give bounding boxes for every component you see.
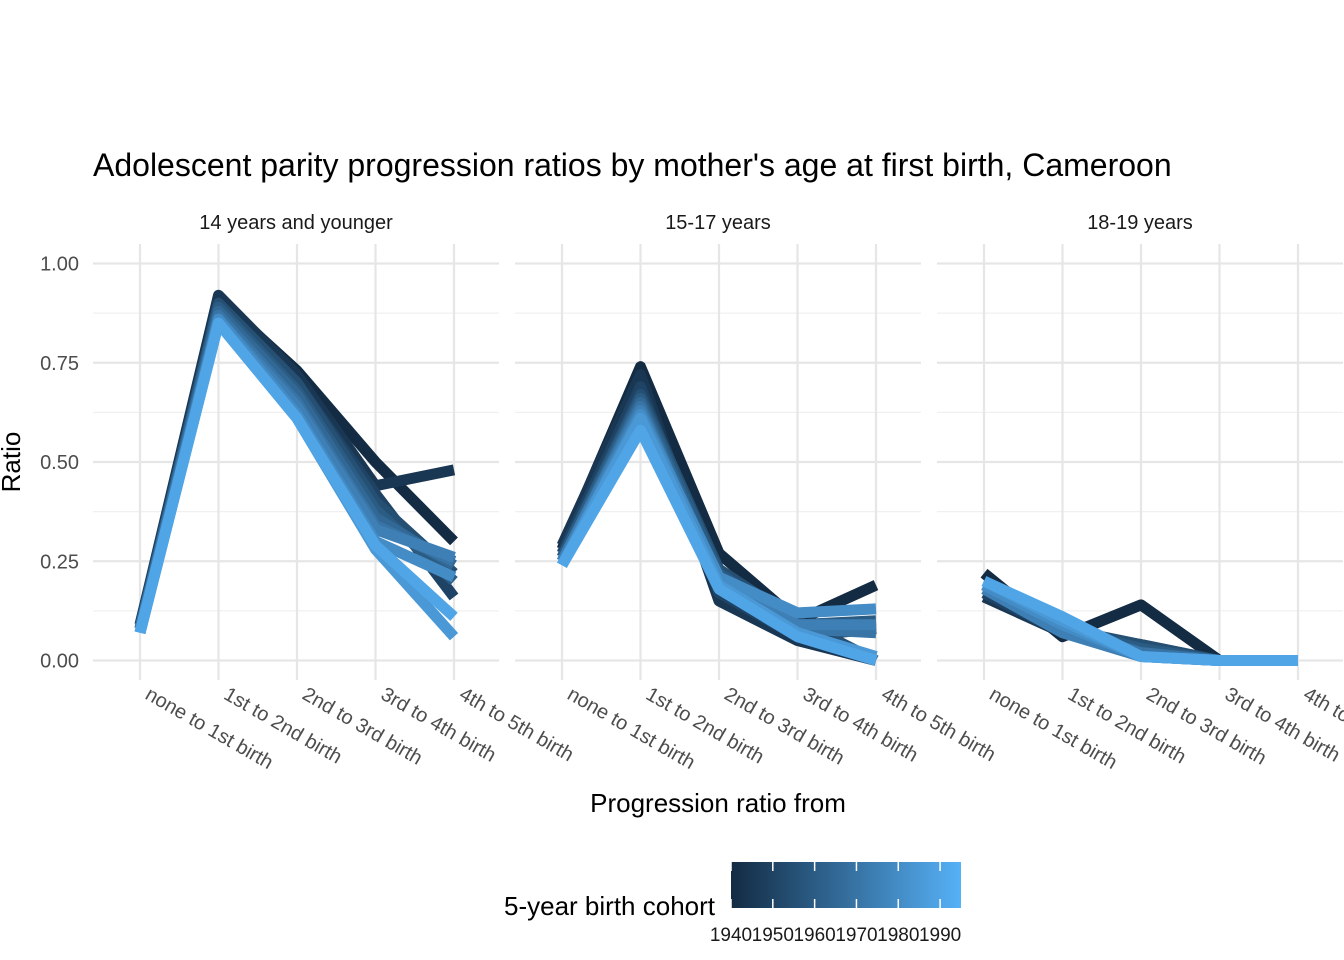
facet-label: 15-17 years [665, 212, 771, 234]
legend-tick-label: 1990 [919, 925, 961, 946]
facet-label: 14 years and younger [199, 212, 393, 234]
legend: 5-year birth cohort 1940 1950 1960 1970 1980… [504, 862, 961, 946]
legend-tick-label: 1970 [835, 925, 877, 946]
cohort-line-1990 [981, 576, 1298, 666]
legend-ticks: 1940 1950 1960 1970 1980 1990 [710, 862, 961, 946]
y-tick-label: 0.25 [40, 551, 79, 573]
cohort-line-1990 [557, 424, 878, 666]
legend-colorbar [731, 862, 961, 908]
legend-tick-label: 1960 [793, 925, 835, 946]
legend-tick-label: 1980 [877, 925, 919, 946]
legend-title: 5-year birth cohort [504, 891, 716, 921]
y-tick-label: 0.75 [40, 353, 79, 375]
y-axis-ticks: 0.00 0.25 0.50 0.75 1.00 [40, 254, 79, 673]
x-axis-title: Progression ratio from [590, 788, 846, 818]
chart-title: Adolescent parity progression ratios by … [93, 147, 1172, 183]
y-axis-title: Ratio [0, 432, 26, 493]
legend-tick-label: 1950 [752, 925, 794, 946]
y-tick-label: 0.50 [40, 452, 79, 474]
cohort-line-1990 [134, 317, 458, 635]
y-tick-label: 1.00 [40, 254, 79, 276]
y-tick-label: 0.00 [40, 651, 79, 673]
legend-tick-label: 1940 [710, 925, 752, 946]
facet-label: 18-19 years [1087, 212, 1193, 234]
